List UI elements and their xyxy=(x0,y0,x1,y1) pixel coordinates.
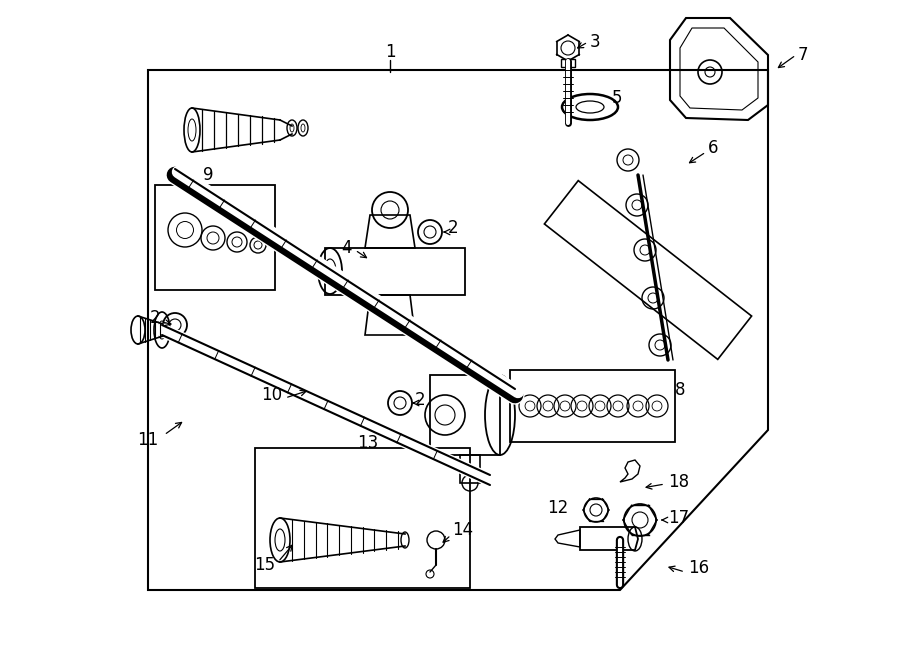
Text: 16: 16 xyxy=(688,559,709,577)
Bar xyxy=(155,185,275,290)
Text: 13: 13 xyxy=(357,434,379,452)
Text: 9: 9 xyxy=(202,166,213,184)
Text: 2: 2 xyxy=(149,309,160,327)
Bar xyxy=(255,448,470,588)
Text: 4: 4 xyxy=(341,239,352,257)
Text: 2: 2 xyxy=(415,391,426,409)
Text: 7: 7 xyxy=(798,46,808,64)
Text: 8: 8 xyxy=(675,381,685,399)
Text: 18: 18 xyxy=(668,473,689,491)
Text: 6: 6 xyxy=(708,139,718,157)
Text: 12: 12 xyxy=(547,499,568,517)
Text: 2: 2 xyxy=(448,219,459,237)
Text: 11: 11 xyxy=(138,431,158,449)
Text: 5: 5 xyxy=(612,89,623,107)
Text: 3: 3 xyxy=(590,33,600,51)
Text: 15: 15 xyxy=(255,556,275,574)
Bar xyxy=(510,370,675,442)
Text: 17: 17 xyxy=(668,509,689,527)
Bar xyxy=(561,59,575,67)
Text: 1: 1 xyxy=(384,43,395,61)
Text: 10: 10 xyxy=(261,386,283,404)
Text: 14: 14 xyxy=(452,521,473,539)
